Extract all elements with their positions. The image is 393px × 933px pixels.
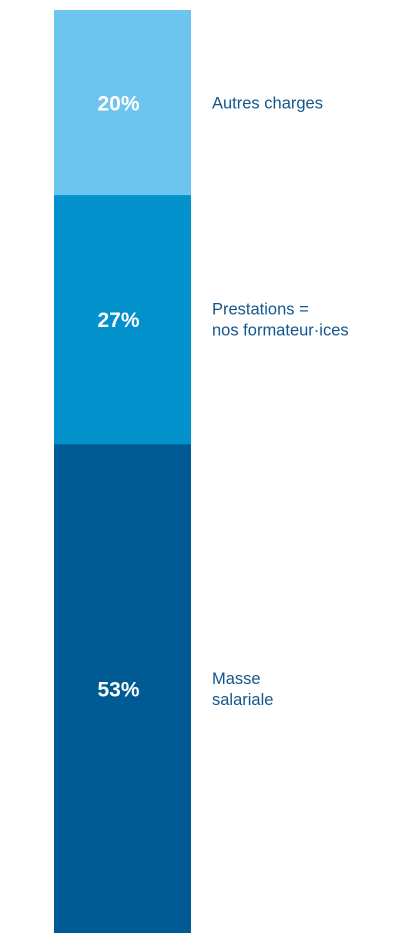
value-label-autres-charges: 20% <box>97 92 139 115</box>
bar-segments <box>54 10 191 933</box>
segment-labels: 53% Masse salariale 27% Prestations = nos for… <box>97 92 348 709</box>
bar-segment-autres-charges <box>54 10 191 196</box>
category-label-prestations-nos-formateur-ices: Prestations = <box>212 301 309 319</box>
bar-segment-prestations-nos-formateur-ices <box>54 194 191 445</box>
category-label-masse-salariale: Masse <box>212 670 261 688</box>
value-label-prestations-nos-formateur-ices: 27% <box>97 309 139 332</box>
value-label-masse-salariale: 53% <box>97 678 139 701</box>
category-label-prestations-nos-formateur-ices: nos formateur·ices <box>212 322 349 340</box>
bar-segment-masse-salariale <box>54 443 191 933</box>
category-label-autres-charges: Autres charges <box>212 94 323 112</box>
category-label-masse-salariale: salariale <box>212 691 273 709</box>
